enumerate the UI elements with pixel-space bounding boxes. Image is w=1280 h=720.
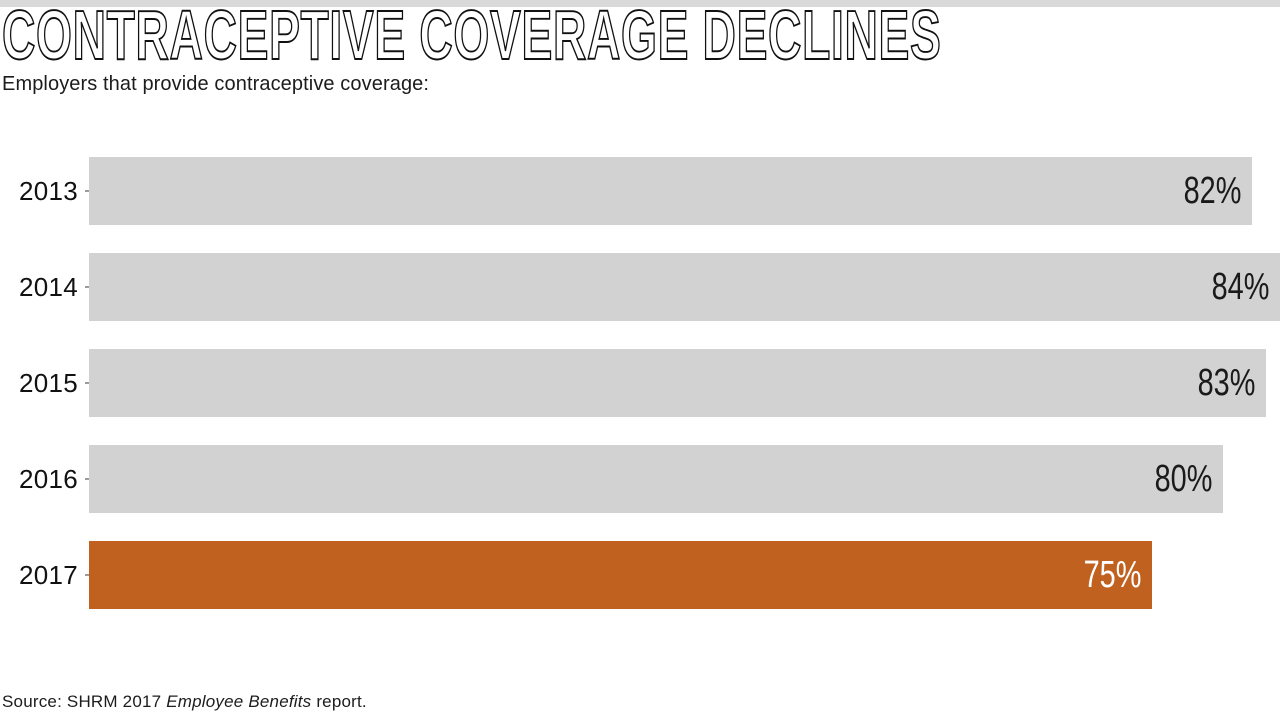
- year-label: 2016: [18, 463, 78, 494]
- axis-tick: [85, 574, 89, 576]
- source-text: Source: SHRM 2017: [2, 692, 167, 711]
- bar: 84%: [89, 253, 1280, 321]
- bar: 80%: [89, 445, 1224, 513]
- year-label: 2015: [18, 367, 78, 398]
- bar-area: 83%: [85, 349, 1280, 417]
- bar: 75%: [89, 541, 1153, 609]
- axis-tick: [85, 382, 89, 384]
- axis-tick: [85, 286, 89, 288]
- year-label: 2013: [18, 175, 78, 206]
- bar: 83%: [89, 349, 1266, 417]
- source-report-name: Employee Benefits: [166, 692, 312, 711]
- chart-subtitle: Employers that provide contraceptive cov…: [2, 73, 430, 95]
- chart-row: 2013 82%: [0, 157, 1280, 225]
- year-label: 2017: [18, 559, 78, 590]
- bar-area: 75%: [85, 541, 1280, 609]
- chart-row: 2015 83%: [0, 349, 1280, 417]
- axis-tick: [85, 190, 89, 192]
- chart-row: 2014 84%: [0, 253, 1280, 321]
- value-label: 84%: [1211, 265, 1270, 308]
- value-label: 75%: [1083, 553, 1142, 596]
- chart-row: 2016 80%: [0, 445, 1280, 513]
- chart-title: CONTRACEPTIVE COVERAGE DECLINES: [1, 0, 942, 74]
- value-label: 82%: [1183, 169, 1242, 212]
- chart-row: 2017 75%: [0, 541, 1280, 609]
- bar-area: 84%: [85, 253, 1280, 321]
- source-note: Source: SHRM 2017 Employee Benefits repo…: [2, 692, 367, 712]
- bar-area: 80%: [85, 445, 1280, 513]
- bar-area: 82%: [85, 157, 1280, 225]
- axis-tick: [85, 478, 89, 480]
- value-label: 80%: [1154, 457, 1213, 500]
- value-label: 83%: [1197, 361, 1256, 404]
- top-accent-strip: [0, 0, 1280, 7]
- bar: 82%: [89, 157, 1252, 225]
- source-text-end: report.: [311, 692, 367, 711]
- bar-chart: 2013 82% 2014 84% 2015 83% 2016 80%: [0, 157, 1280, 609]
- year-label: 2014: [18, 271, 78, 302]
